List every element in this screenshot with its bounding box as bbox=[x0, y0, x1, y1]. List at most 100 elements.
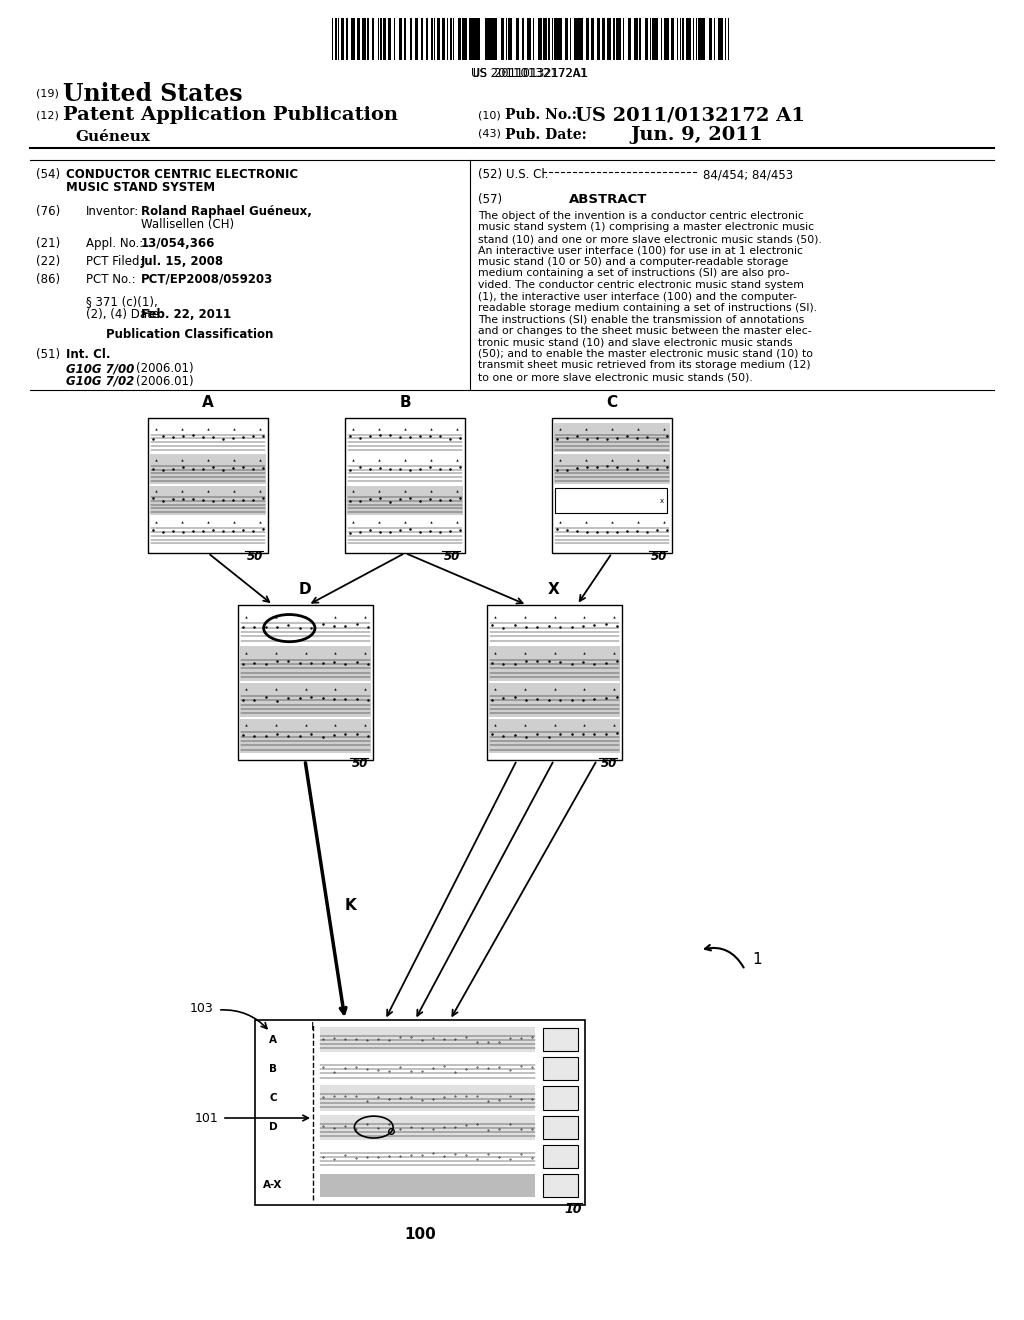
Bar bbox=[555, 487, 667, 512]
Text: Appl. No.:: Appl. No.: bbox=[86, 238, 143, 249]
Text: 13/054,366: 13/054,366 bbox=[141, 238, 215, 249]
Text: Int. Cl.: Int. Cl. bbox=[66, 348, 111, 360]
Bar bbox=[421, 18, 423, 59]
Text: D: D bbox=[268, 1122, 278, 1133]
Bar bbox=[664, 18, 666, 59]
Text: § 371 (c)(1),: § 371 (c)(1), bbox=[86, 294, 158, 308]
Text: Wallisellen (CH): Wallisellen (CH) bbox=[141, 218, 234, 231]
Text: 50: 50 bbox=[650, 550, 667, 564]
Bar bbox=[352, 18, 355, 59]
Bar bbox=[341, 18, 344, 59]
Text: PCT/EP2008/059203: PCT/EP2008/059203 bbox=[141, 273, 273, 286]
Bar bbox=[472, 18, 474, 59]
Bar bbox=[489, 647, 620, 681]
Bar bbox=[345, 418, 465, 553]
Text: (2), (4) Date:: (2), (4) Date: bbox=[86, 308, 163, 321]
Bar bbox=[702, 18, 705, 59]
Bar bbox=[508, 18, 511, 59]
Text: 10: 10 bbox=[564, 1203, 582, 1216]
Bar bbox=[458, 18, 461, 59]
Text: G10G 7/00: G10G 7/00 bbox=[66, 362, 134, 375]
Bar bbox=[527, 18, 528, 59]
Bar bbox=[488, 18, 490, 59]
Text: (2006.01): (2006.01) bbox=[136, 362, 194, 375]
Text: Pub. No.:: Pub. No.: bbox=[505, 108, 577, 121]
Bar bbox=[602, 18, 604, 59]
Text: ABSTRACT: ABSTRACT bbox=[568, 193, 647, 206]
Bar bbox=[410, 18, 412, 59]
Bar bbox=[319, 1085, 535, 1110]
Text: US 20110132172A1: US 20110132172A1 bbox=[471, 67, 589, 81]
Text: (50); and to enable the master electronic music stand (10) to: (50); and to enable the master electroni… bbox=[478, 348, 813, 359]
Text: (1), the interactive user interface (100) and the computer-: (1), the interactive user interface (100… bbox=[478, 292, 797, 301]
Bar bbox=[238, 605, 373, 760]
Bar bbox=[646, 18, 648, 59]
Bar bbox=[543, 1144, 578, 1168]
Text: (51): (51) bbox=[36, 348, 60, 360]
Bar bbox=[487, 605, 622, 760]
Bar bbox=[478, 18, 480, 59]
Bar bbox=[710, 18, 712, 59]
Text: (2006.01): (2006.01) bbox=[136, 375, 194, 388]
Bar bbox=[356, 18, 360, 59]
Text: An interactive user interface (100) for use in at 1 electronic: An interactive user interface (100) for … bbox=[478, 246, 803, 256]
Text: x: x bbox=[659, 498, 664, 504]
Bar bbox=[628, 18, 631, 59]
Bar bbox=[319, 1027, 535, 1052]
Text: (76): (76) bbox=[36, 205, 60, 218]
Bar bbox=[618, 18, 621, 59]
Bar bbox=[578, 18, 581, 59]
Bar bbox=[450, 18, 452, 59]
Bar bbox=[660, 18, 663, 59]
Bar bbox=[240, 719, 371, 752]
Bar bbox=[347, 486, 463, 515]
Bar bbox=[346, 18, 347, 59]
Bar bbox=[335, 18, 337, 59]
Bar bbox=[150, 454, 266, 483]
Text: PCT Filed:: PCT Filed: bbox=[86, 255, 143, 268]
Bar bbox=[549, 18, 550, 59]
Bar bbox=[462, 18, 464, 59]
Bar bbox=[566, 18, 568, 59]
Text: K: K bbox=[344, 898, 356, 912]
Text: (19): (19) bbox=[36, 88, 58, 98]
Bar bbox=[494, 18, 496, 59]
Bar bbox=[607, 18, 610, 59]
Bar bbox=[404, 18, 406, 59]
Bar bbox=[698, 18, 701, 59]
Bar bbox=[543, 1086, 578, 1110]
Bar bbox=[575, 18, 578, 59]
Text: 50: 50 bbox=[601, 756, 617, 770]
Bar bbox=[682, 18, 683, 59]
Bar bbox=[543, 1028, 578, 1051]
Bar bbox=[522, 18, 523, 59]
Text: Publication Classification: Publication Classification bbox=[106, 327, 273, 341]
Bar bbox=[463, 18, 467, 59]
Bar bbox=[543, 1115, 578, 1139]
Bar bbox=[255, 1020, 585, 1205]
Text: A-X: A-X bbox=[263, 1180, 283, 1191]
Bar bbox=[489, 682, 620, 717]
Bar bbox=[692, 18, 694, 59]
Text: (86): (86) bbox=[36, 273, 60, 286]
Bar bbox=[554, 454, 670, 483]
Text: to one or more slave electronic music stands (50).: to one or more slave electronic music st… bbox=[478, 372, 753, 381]
Text: medium containing a set of instructions (SI) are also pro-: medium containing a set of instructions … bbox=[478, 268, 790, 279]
Bar bbox=[416, 18, 418, 59]
Bar bbox=[388, 18, 390, 59]
Text: 100: 100 bbox=[404, 1228, 436, 1242]
Text: (57): (57) bbox=[478, 193, 502, 206]
Text: Roland Raphael Guéneux,: Roland Raphael Guéneux, bbox=[141, 205, 312, 218]
Bar bbox=[426, 18, 428, 59]
Bar bbox=[687, 18, 691, 59]
Text: US 2011/0132172 A1: US 2011/0132172 A1 bbox=[575, 106, 805, 124]
Text: vided. The conductor centric electronic music stand system: vided. The conductor centric electronic … bbox=[478, 280, 804, 290]
Text: 50: 50 bbox=[352, 756, 368, 770]
Text: D: D bbox=[299, 582, 311, 597]
Bar bbox=[718, 18, 721, 59]
Text: readable storage medium containing a set of instructions (SI).: readable storage medium containing a set… bbox=[478, 304, 817, 313]
Text: The object of the invention is a conductor centric electronic: The object of the invention is a conduct… bbox=[478, 211, 804, 220]
Bar bbox=[517, 18, 519, 59]
Text: (22): (22) bbox=[36, 255, 60, 268]
Bar bbox=[591, 18, 594, 59]
